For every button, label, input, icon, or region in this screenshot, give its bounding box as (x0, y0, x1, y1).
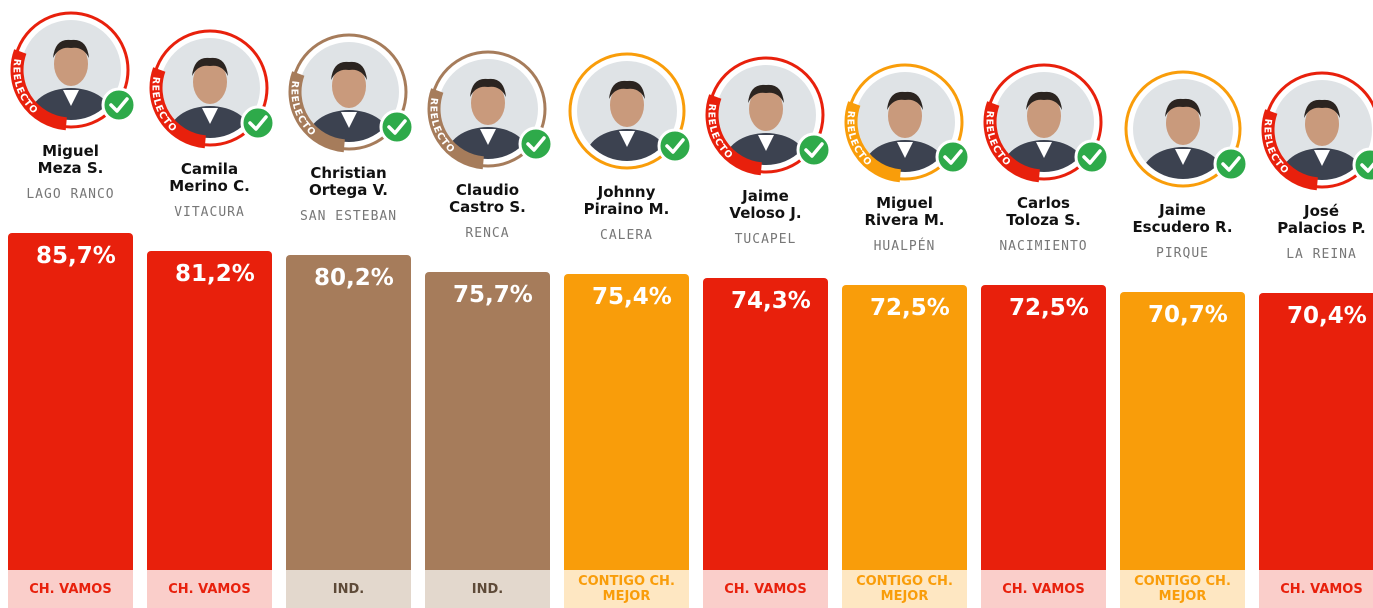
name-line: Rivera M. (864, 210, 945, 229)
coalition-label: CH. VAMOS (703, 570, 828, 608)
coalition-label: CH. VAMOS (147, 570, 272, 608)
name-line: Escudero R. (1132, 217, 1233, 236)
name-line: Jaime (1159, 200, 1206, 219)
candidate-photo: REELECTO (983, 63, 1109, 183)
commune: TUCAPEL (734, 231, 797, 247)
candidate-photo: REELECTO (705, 56, 831, 176)
candidate-photo (568, 52, 692, 169)
name-line: Christian (310, 163, 387, 182)
commune: HUALPÉN (873, 238, 936, 254)
check-badge (101, 87, 136, 123)
value-label: 72,5% (870, 294, 950, 321)
check-badge (518, 126, 553, 162)
commune: VITACURA (174, 204, 245, 220)
name-line: Jaime (742, 186, 789, 205)
name-line: Camila (180, 159, 239, 178)
candidate-photo (1124, 70, 1248, 188)
candidate-name: Christian Ortega V. (281, 163, 416, 199)
name-line: Castro S. (449, 198, 526, 217)
commune: SAN ESTEBAN (299, 208, 398, 224)
bar (981, 284, 1106, 570)
name-line: Merino C. (169, 176, 250, 195)
candidate-photo: REELECTO (427, 50, 553, 170)
name-line: Meza S. (37, 159, 104, 177)
bar (1120, 291, 1245, 570)
bar (147, 250, 272, 570)
candidate-photo: REELECTO (149, 29, 275, 148)
candidate-name: Miguel Meza S. (3, 143, 138, 177)
commune: PIRQUE (1156, 245, 1209, 261)
commune: LAGO RANCO (26, 187, 115, 202)
commune: NACIMIENTO (999, 238, 1088, 254)
check-badge (240, 105, 275, 141)
candidate-name: Jaime Escudero R. (1115, 200, 1250, 236)
coalition-label: CH. VAMOS (8, 570, 133, 608)
candidate-name: Johnny Piraino M. (559, 182, 694, 218)
candidate-photo: REELECTO (1261, 71, 1373, 191)
bar (425, 272, 550, 570)
commune: RENCA (465, 226, 510, 242)
candidate-name: Miguel Rivera M. (837, 193, 972, 229)
bar (564, 273, 689, 570)
value-label: 75,7% (453, 282, 533, 309)
value-label: 72,5% (1009, 294, 1089, 321)
check-badge (1213, 146, 1248, 182)
value-label: 85,7% (36, 243, 116, 269)
name-line: Miguel (42, 142, 99, 160)
commune: LA REINA (1286, 247, 1357, 263)
bar (1259, 293, 1373, 570)
check-badge (379, 109, 414, 145)
coalition-label: CONTIGO CH. MEJOR (842, 570, 967, 608)
name-line: Palacios P. (1277, 219, 1366, 238)
name-line: Johnny (597, 182, 656, 201)
check-badge (657, 128, 692, 163)
coalition-label: CONTIGO CH. MEJOR (1120, 570, 1245, 608)
name-line: Miguel (876, 193, 933, 212)
coalition-label: IND. (286, 570, 411, 608)
commune: CALERA (600, 227, 653, 243)
bar (703, 277, 828, 570)
coalition-label: IND. (425, 570, 550, 608)
candidate-name: José Palacios P. (1254, 203, 1373, 237)
value-label: 81,2% (175, 260, 255, 287)
value-label: 70,7% (1148, 301, 1228, 328)
check-badge (796, 132, 831, 168)
candidate-name: Claudio Castro S. (420, 182, 555, 216)
coalition-label: CH. VAMOS (1259, 570, 1373, 608)
name-line: Claudio (455, 181, 520, 200)
value-label: 75,4% (592, 283, 672, 310)
value-label: 74,3% (731, 287, 811, 314)
name-line: Veloso J. (729, 203, 802, 222)
candidate-name: Camila Merino C. (142, 159, 277, 195)
candidate-photo: REELECTO (10, 11, 136, 131)
check-badge (935, 139, 970, 175)
name-line: Carlos (1017, 193, 1070, 212)
name-line: Piraino M. (583, 199, 670, 218)
coalition-label: CONTIGO CH. MEJOR (564, 570, 689, 608)
value-label: 70,4% (1287, 303, 1367, 330)
bar (842, 284, 967, 570)
candidate-photo: REELECTO (844, 63, 970, 183)
bar (8, 233, 133, 570)
candidate-name: Carlos Toloza S. (976, 193, 1111, 229)
name-line: Ortega V. (309, 180, 388, 199)
check-badge (1074, 139, 1109, 175)
candidate-name: Jaime Veloso J. (698, 186, 833, 222)
name-line: José (1304, 202, 1339, 221)
bar (286, 254, 411, 570)
candidate-photo: REELECTO (288, 33, 414, 152)
coalition-label: CH. VAMOS (981, 570, 1106, 608)
value-label: 80,2% (314, 264, 394, 291)
name-line: Toloza S. (1006, 210, 1081, 229)
